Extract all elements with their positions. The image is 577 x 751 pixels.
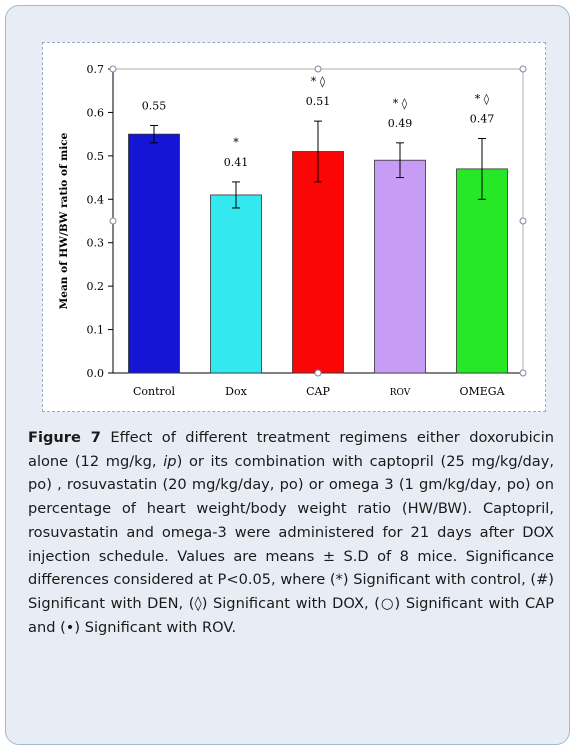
data-label: 0.47 (470, 112, 495, 125)
selection-handle (519, 65, 527, 73)
caption-text-2: ) or its combination with captopril (25 … (28, 452, 554, 636)
data-label: 0.41 (224, 156, 249, 169)
significance-marker: * ◊ (311, 75, 326, 88)
x-tick-label: Control (133, 385, 175, 398)
data-label: 0.55 (142, 99, 167, 112)
y-tick-label: 0.0 (87, 367, 105, 380)
selection-handle (109, 65, 117, 73)
significance-marker: * (233, 136, 239, 149)
significance-marker: * ◊ (393, 97, 408, 110)
selection-handle (314, 65, 322, 73)
bar-control (128, 133, 180, 374)
x-tick-label: ROV (390, 388, 411, 398)
y-tick-label: 0.5 (87, 150, 105, 163)
y-tick-label: 0.6 (87, 106, 105, 119)
selection-handle (314, 369, 322, 377)
figure-label: Figure 7 (28, 429, 101, 446)
selection-handle (519, 369, 527, 377)
y-tick-label: 0.1 (87, 324, 105, 337)
figure-panel: 0.0 0.1 0.2 0.3 0.4 0.5 0.6 0.7 Mean of HW/BW ra… (5, 5, 570, 745)
x-tick-label: CAP (306, 385, 330, 398)
selection-handle (519, 217, 527, 225)
figure-caption: Figure 7 Effect of different treatment r… (28, 426, 554, 639)
bar-rov (374, 159, 426, 374)
y-tick-label: 0.7 (87, 63, 105, 76)
bar-dox (210, 194, 262, 374)
y-tick-label: 0.3 (87, 237, 105, 250)
chart-area: 0.0 0.1 0.2 0.3 0.4 0.5 0.6 0.7 Mean of HW/BW ra… (42, 42, 546, 412)
x-tick-label: Dox (225, 385, 247, 398)
y-tick-label: 0.2 (87, 280, 105, 293)
data-label: 0.49 (388, 117, 413, 130)
y-tick-label: 0.4 (87, 193, 105, 206)
selection-handle (109, 217, 117, 225)
bar-chart: 0.0 0.1 0.2 0.3 0.4 0.5 0.6 0.7 Mean of HW/BW ra… (58, 63, 527, 398)
bar-omega (456, 168, 508, 374)
y-axis-label: Mean of HW/BW ratio of mice (58, 132, 70, 309)
significance-marker: * ◊ (475, 92, 490, 105)
caption-text-italic: ip (163, 452, 177, 470)
data-label: 0.51 (306, 95, 331, 108)
x-tick-label: OMEGA (459, 385, 505, 398)
bar-cap (292, 151, 344, 374)
caption-text-1: Effect of different treatment regimens e… (28, 429, 554, 470)
